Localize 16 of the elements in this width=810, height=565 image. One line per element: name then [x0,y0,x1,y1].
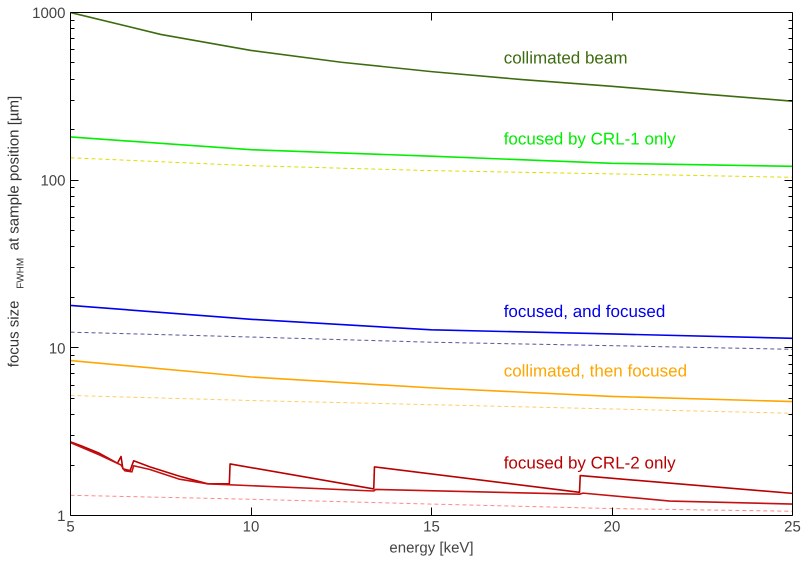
x-tick-label: 10 [242,518,260,536]
series-label: collimated, then focused [504,362,688,381]
y-tick-label: 1000 [32,5,66,22]
x-tick-label: 15 [423,518,440,536]
series-label: focused, and focused [504,302,666,321]
x-tick-label: 5 [66,518,75,536]
series-label: focused by CRL-2 only [504,453,676,472]
y-axis-title: focus size FWHM at sample position [µm] [6,96,26,368]
series-label: collimated beam [504,48,628,68]
y-tick-label: 1 [57,508,66,525]
series-label: focused by CRL-1 only [504,129,676,148]
x-tick-label: 25 [784,518,801,536]
x-tick-label: 20 [604,518,620,536]
y-tick-label: 10 [48,340,66,358]
x-axis-title: energy [keV] [389,540,474,556]
y-tick-label: 100 [40,172,66,190]
